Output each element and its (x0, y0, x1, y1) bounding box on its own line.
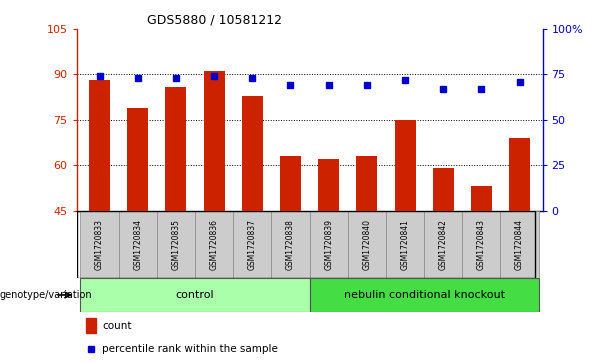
Bar (462, 211, 500, 278)
Text: GSM1720844: GSM1720844 (515, 219, 524, 270)
Bar (386, 211, 424, 278)
Text: GSM1720836: GSM1720836 (210, 219, 219, 270)
Text: genotype/variation: genotype/variation (0, 290, 93, 300)
Text: percentile rank within the sample: percentile rank within the sample (102, 344, 278, 354)
Bar (80, 278, 310, 312)
Bar (500, 211, 539, 278)
Text: GSM1720840: GSM1720840 (362, 219, 371, 270)
Bar (310, 211, 348, 278)
Bar (166, 86, 186, 211)
Bar (280, 156, 301, 211)
Text: GSM1720838: GSM1720838 (286, 219, 295, 270)
Text: GDS5880 / 10581212: GDS5880 / 10581212 (147, 13, 281, 26)
Bar (318, 159, 339, 211)
Bar (348, 211, 386, 278)
Bar (242, 95, 263, 211)
Text: control: control (176, 290, 215, 300)
Text: GSM1720833: GSM1720833 (95, 219, 104, 270)
Bar (128, 108, 148, 211)
Text: GSM1720839: GSM1720839 (324, 219, 333, 270)
Text: GSM1720843: GSM1720843 (477, 219, 486, 270)
Text: GSM1720835: GSM1720835 (172, 219, 180, 270)
Text: count: count (102, 321, 132, 331)
Text: nebulin conditional knockout: nebulin conditional knockout (344, 290, 504, 300)
Bar (157, 211, 195, 278)
Bar (233, 211, 272, 278)
Bar (272, 211, 310, 278)
Bar (509, 138, 530, 211)
Text: GSM1720837: GSM1720837 (248, 219, 257, 270)
Bar (119, 211, 157, 278)
Bar (310, 278, 539, 312)
Bar (80, 211, 119, 278)
Bar (471, 186, 492, 211)
Bar (89, 81, 110, 211)
Bar (424, 211, 462, 278)
Bar (356, 156, 378, 211)
Text: GSM1720842: GSM1720842 (439, 219, 447, 270)
Bar (204, 72, 224, 211)
Bar (195, 211, 233, 278)
Bar (433, 168, 454, 211)
Text: GSM1720834: GSM1720834 (133, 219, 142, 270)
Bar (395, 120, 416, 211)
Text: GSM1720841: GSM1720841 (400, 219, 409, 270)
Bar (86, 318, 96, 333)
